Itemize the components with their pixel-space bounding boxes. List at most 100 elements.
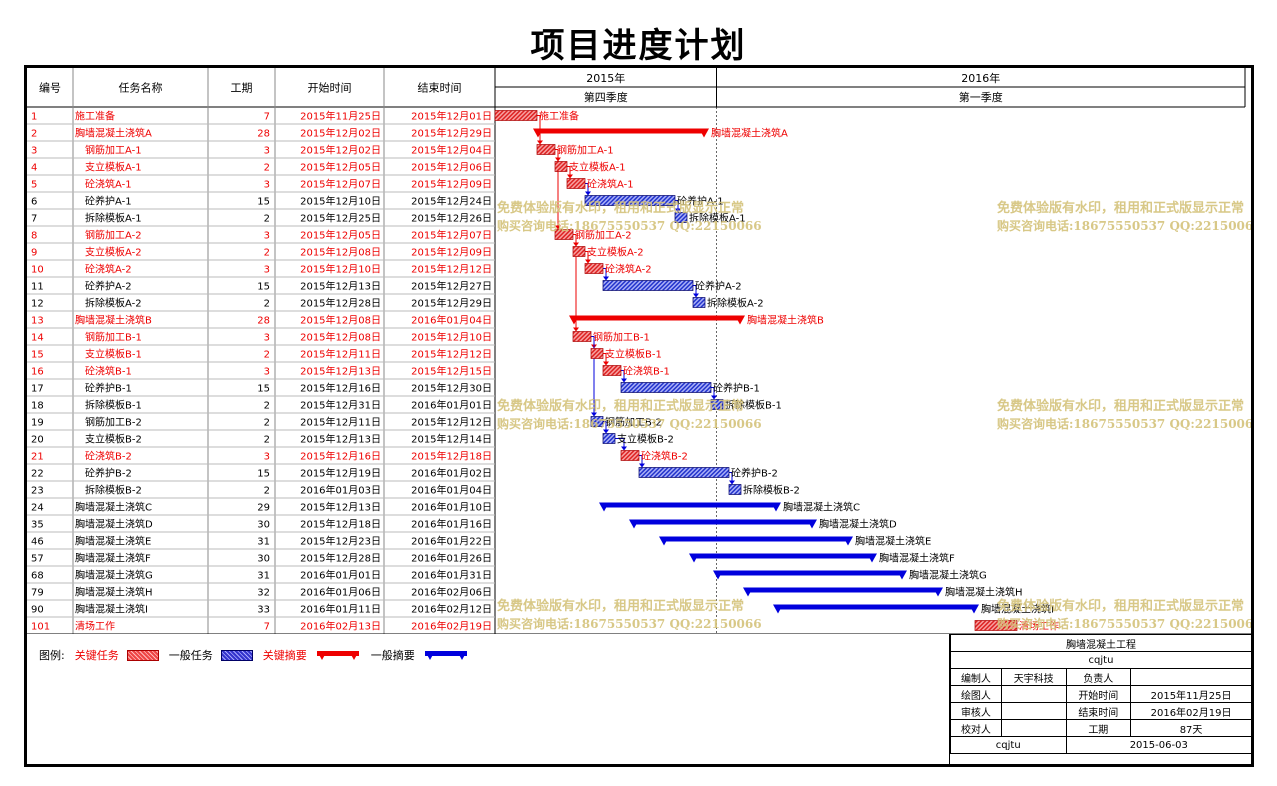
table-row: 101 清场工作 7 2016年02月13日 2016年02月19日 bbox=[31, 620, 492, 633]
task-duration: 2 bbox=[264, 486, 270, 497]
task-duration: 29 bbox=[257, 503, 270, 514]
summary-bar-start-cap bbox=[713, 570, 723, 580]
task-id: 3 bbox=[31, 146, 37, 157]
table-row: 12 拆除模板A-2 2 2015年12月28日 2015年12月29日 bbox=[31, 297, 492, 310]
table-row: 46 胸墙混凝土浇筑E 31 2015年12月23日 2016年01月22日 bbox=[31, 535, 492, 548]
summary-bar-end-cap bbox=[771, 502, 781, 512]
tb-cell: 绘图人 bbox=[950, 685, 1002, 703]
task-id: 68 bbox=[31, 571, 44, 582]
task-start: 2015年12月11日 bbox=[300, 348, 381, 361]
dependency-link bbox=[603, 353, 607, 365]
legend-crit-task-label: 关键任务 bbox=[74, 649, 119, 662]
summary-bar bbox=[663, 536, 849, 542]
bar-label: 钢筋加工A-1 bbox=[557, 144, 614, 157]
task-end: 2015年12月12日 bbox=[411, 416, 492, 429]
summary-bar bbox=[633, 519, 813, 525]
watermark-line1: 免费体验版有水印，租用和正式版显示正常 bbox=[497, 200, 744, 216]
task-duration: 3 bbox=[264, 231, 270, 242]
table-row: 7 拆除模板A-1 2 2015年12月25日 2015年12月26日 bbox=[31, 212, 492, 225]
task-bar bbox=[554, 229, 574, 240]
task-duration: 15 bbox=[257, 197, 270, 208]
task-bar bbox=[620, 382, 712, 393]
dependency-link bbox=[603, 421, 607, 433]
dependency-link bbox=[603, 268, 607, 280]
tb-cell: 2016年02月19日 bbox=[1130, 702, 1252, 720]
watermark-line1: 免费体验版有水印，租用和正式版显示正常 bbox=[497, 398, 744, 414]
task-start: 2015年12月16日 bbox=[300, 450, 381, 463]
task-end: 2015年12月26日 bbox=[411, 212, 492, 225]
task-end: 2015年12月04日 bbox=[411, 144, 492, 157]
table-row: 79 胸墙混凝土浇筑H 32 2016年01月06日 2016年02月06日 bbox=[31, 586, 492, 599]
task-name: 胸墙混凝土浇筑B bbox=[75, 314, 152, 327]
task-start: 2015年12月13日 bbox=[300, 365, 381, 378]
task-bar bbox=[602, 365, 622, 376]
bar-label: 胸墙混凝土浇筑E bbox=[855, 535, 931, 548]
task-bar bbox=[692, 297, 706, 308]
task-duration: 33 bbox=[257, 605, 270, 616]
task-bar bbox=[572, 331, 592, 342]
task-name: 胸墙混凝土浇筑A bbox=[75, 127, 152, 140]
task-name: 胸墙混凝土浇筑H bbox=[75, 586, 153, 599]
task-id: 14 bbox=[31, 333, 44, 344]
task-start: 2015年12月05日 bbox=[300, 229, 381, 242]
tb-cell bbox=[1130, 668, 1252, 686]
table-row: 4 支立模板A-1 2 2015年12月05日 2015年12月06日 bbox=[31, 161, 492, 174]
task-id: 5 bbox=[31, 180, 37, 191]
task-start: 2015年12月13日 bbox=[300, 501, 381, 514]
watermark-line2: 购买咨询电话:18675550537 QQ:22150066 bbox=[997, 218, 1251, 233]
tb-cell: 审核人 bbox=[950, 702, 1002, 720]
gantt-frame: 编号 任务名称 工期 开始时间 结束时间 2015年 2016年 第四季度 第一季度 1 施工准备… bbox=[24, 65, 1254, 767]
task-end: 2016年01月22日 bbox=[411, 535, 492, 548]
table-row: 6 砼养护A-1 15 2015年12月10日 2015年12月24日 bbox=[31, 195, 492, 208]
task-bar bbox=[584, 195, 676, 206]
bar-label: 胸墙混凝土浇筑G bbox=[909, 569, 987, 582]
dependency-arrowhead bbox=[573, 327, 579, 332]
dependency-link bbox=[615, 438, 625, 450]
table-row: 68 胸墙混凝土浇筑G 31 2016年01月01日 2016年01月31日 bbox=[31, 569, 492, 582]
dependency-arrowhead bbox=[639, 463, 645, 468]
task-start: 2015年12月05日 bbox=[300, 161, 381, 174]
task-duration: 2 bbox=[264, 401, 270, 412]
task-duration: 28 bbox=[257, 316, 270, 327]
bar-label: 胸墙混凝土浇筑H bbox=[945, 586, 1023, 599]
summary-bar bbox=[747, 587, 939, 593]
legend: 图例: 关键任务 一般任务 关键摘要 一般摘要 bbox=[39, 645, 479, 665]
table-header-3: 工期 bbox=[231, 82, 253, 95]
bar-label: 砼养护B-2 bbox=[731, 467, 778, 480]
summary-bar-start-cap bbox=[773, 604, 783, 614]
task-name: 砼浇筑A-1 bbox=[85, 178, 132, 191]
task-name: 胸墙混凝土浇筑E bbox=[75, 535, 151, 548]
task-id: 18 bbox=[31, 401, 44, 412]
task-id: 79 bbox=[31, 588, 44, 599]
tb-cell: 天宇科技 bbox=[1000, 668, 1067, 686]
timescale-quarter-label: 第四季度 bbox=[584, 90, 628, 104]
task-start: 2015年12月07日 bbox=[300, 178, 381, 191]
task-id: 57 bbox=[31, 554, 44, 565]
summary-bar bbox=[693, 553, 873, 559]
task-name: 胸墙混凝土浇筑C bbox=[75, 501, 152, 514]
tb-cell: 2015年11月25日 bbox=[1130, 685, 1252, 703]
table-row: 14 钢筋加工B-1 3 2015年12月08日 2015年12月10日 bbox=[31, 331, 492, 344]
task-duration: 3 bbox=[264, 452, 270, 463]
task-end: 2015年12月10日 bbox=[411, 331, 492, 344]
bar-label: 砼浇筑A-1 bbox=[587, 178, 634, 191]
task-end: 2015年12月09日 bbox=[411, 178, 492, 191]
task-name: 砼养护A-2 bbox=[85, 280, 132, 293]
summary-bar-start-cap bbox=[629, 519, 639, 529]
summary-bar-start-cap bbox=[743, 587, 753, 597]
task-end: 2015年12月01日 bbox=[411, 110, 492, 123]
bar-label: 砼浇筑A-2 bbox=[605, 263, 652, 276]
dependency-link bbox=[711, 387, 715, 399]
table-row: 90 胸墙混凝土浇筑I 33 2016年01月11日 2016年02月12日 bbox=[31, 603, 492, 616]
task-start: 2015年12月25日 bbox=[300, 212, 381, 225]
task-bar bbox=[590, 416, 604, 427]
tb-code: cqjtu bbox=[950, 651, 1252, 669]
task-start: 2015年12月10日 bbox=[300, 195, 381, 208]
tb-cell: 开始时间 bbox=[1065, 685, 1132, 703]
watermark-line2: 购买咨询电话:18675550537 QQ:22150066 bbox=[497, 218, 762, 233]
task-duration: 31 bbox=[257, 537, 270, 548]
task-duration: 32 bbox=[257, 588, 270, 599]
task-duration: 7 bbox=[264, 112, 270, 123]
task-duration: 2 bbox=[264, 299, 270, 310]
tb-cell: 负责人 bbox=[1065, 668, 1132, 686]
